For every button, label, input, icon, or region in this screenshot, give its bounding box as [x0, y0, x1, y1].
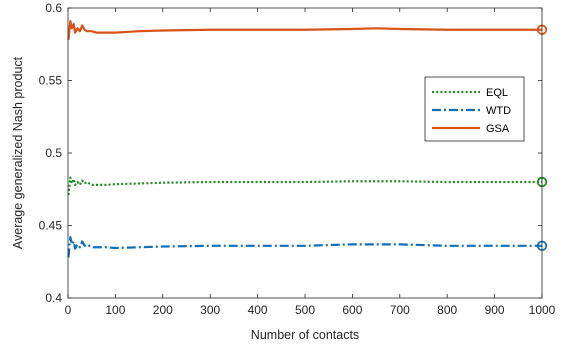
x-tick-label: 800: [437, 303, 457, 317]
legend: EQL WTD GSA: [424, 76, 525, 142]
series-layer: [67, 19, 548, 258]
x-tick-label: 900: [485, 303, 505, 317]
y-tick-label: 0.6: [45, 1, 62, 15]
x-tick-label: 300: [200, 303, 220, 317]
ticks-layer: 0 100 200 300 400 500 600 700 800 900 1000 0.4 0.45 0…: [39, 1, 556, 317]
x-tick-label: 100: [105, 303, 125, 317]
plot-area: [68, 8, 542, 298]
series-line-gsa: [67, 19, 542, 41]
series-line-wtd: [67, 236, 542, 258]
x-axis-label: Number of contacts: [251, 328, 359, 342]
x-tick-label: 500: [295, 303, 315, 317]
x-tick-label: 400: [248, 303, 268, 317]
y-axis-label: Average generalized Nash product: [11, 56, 25, 249]
x-tick-label: 0: [65, 303, 72, 317]
y-tick-label: 0.5: [45, 146, 62, 160]
y-tick-label: 0.4: [45, 291, 62, 305]
legend-label-gsa: GSA: [486, 123, 510, 135]
x-tick-label: 200: [153, 303, 173, 317]
series-line-eql: [67, 176, 542, 196]
x-tick-label: 600: [342, 303, 362, 317]
y-tick-label: 0.55: [39, 74, 63, 88]
x-tick-label: 700: [390, 303, 410, 317]
legend-label-eql: EQL: [486, 87, 508, 99]
x-tick-label: 1000: [529, 303, 556, 317]
y-tick-label: 0.45: [39, 219, 63, 233]
legend-label-wtd: WTD: [486, 105, 511, 117]
